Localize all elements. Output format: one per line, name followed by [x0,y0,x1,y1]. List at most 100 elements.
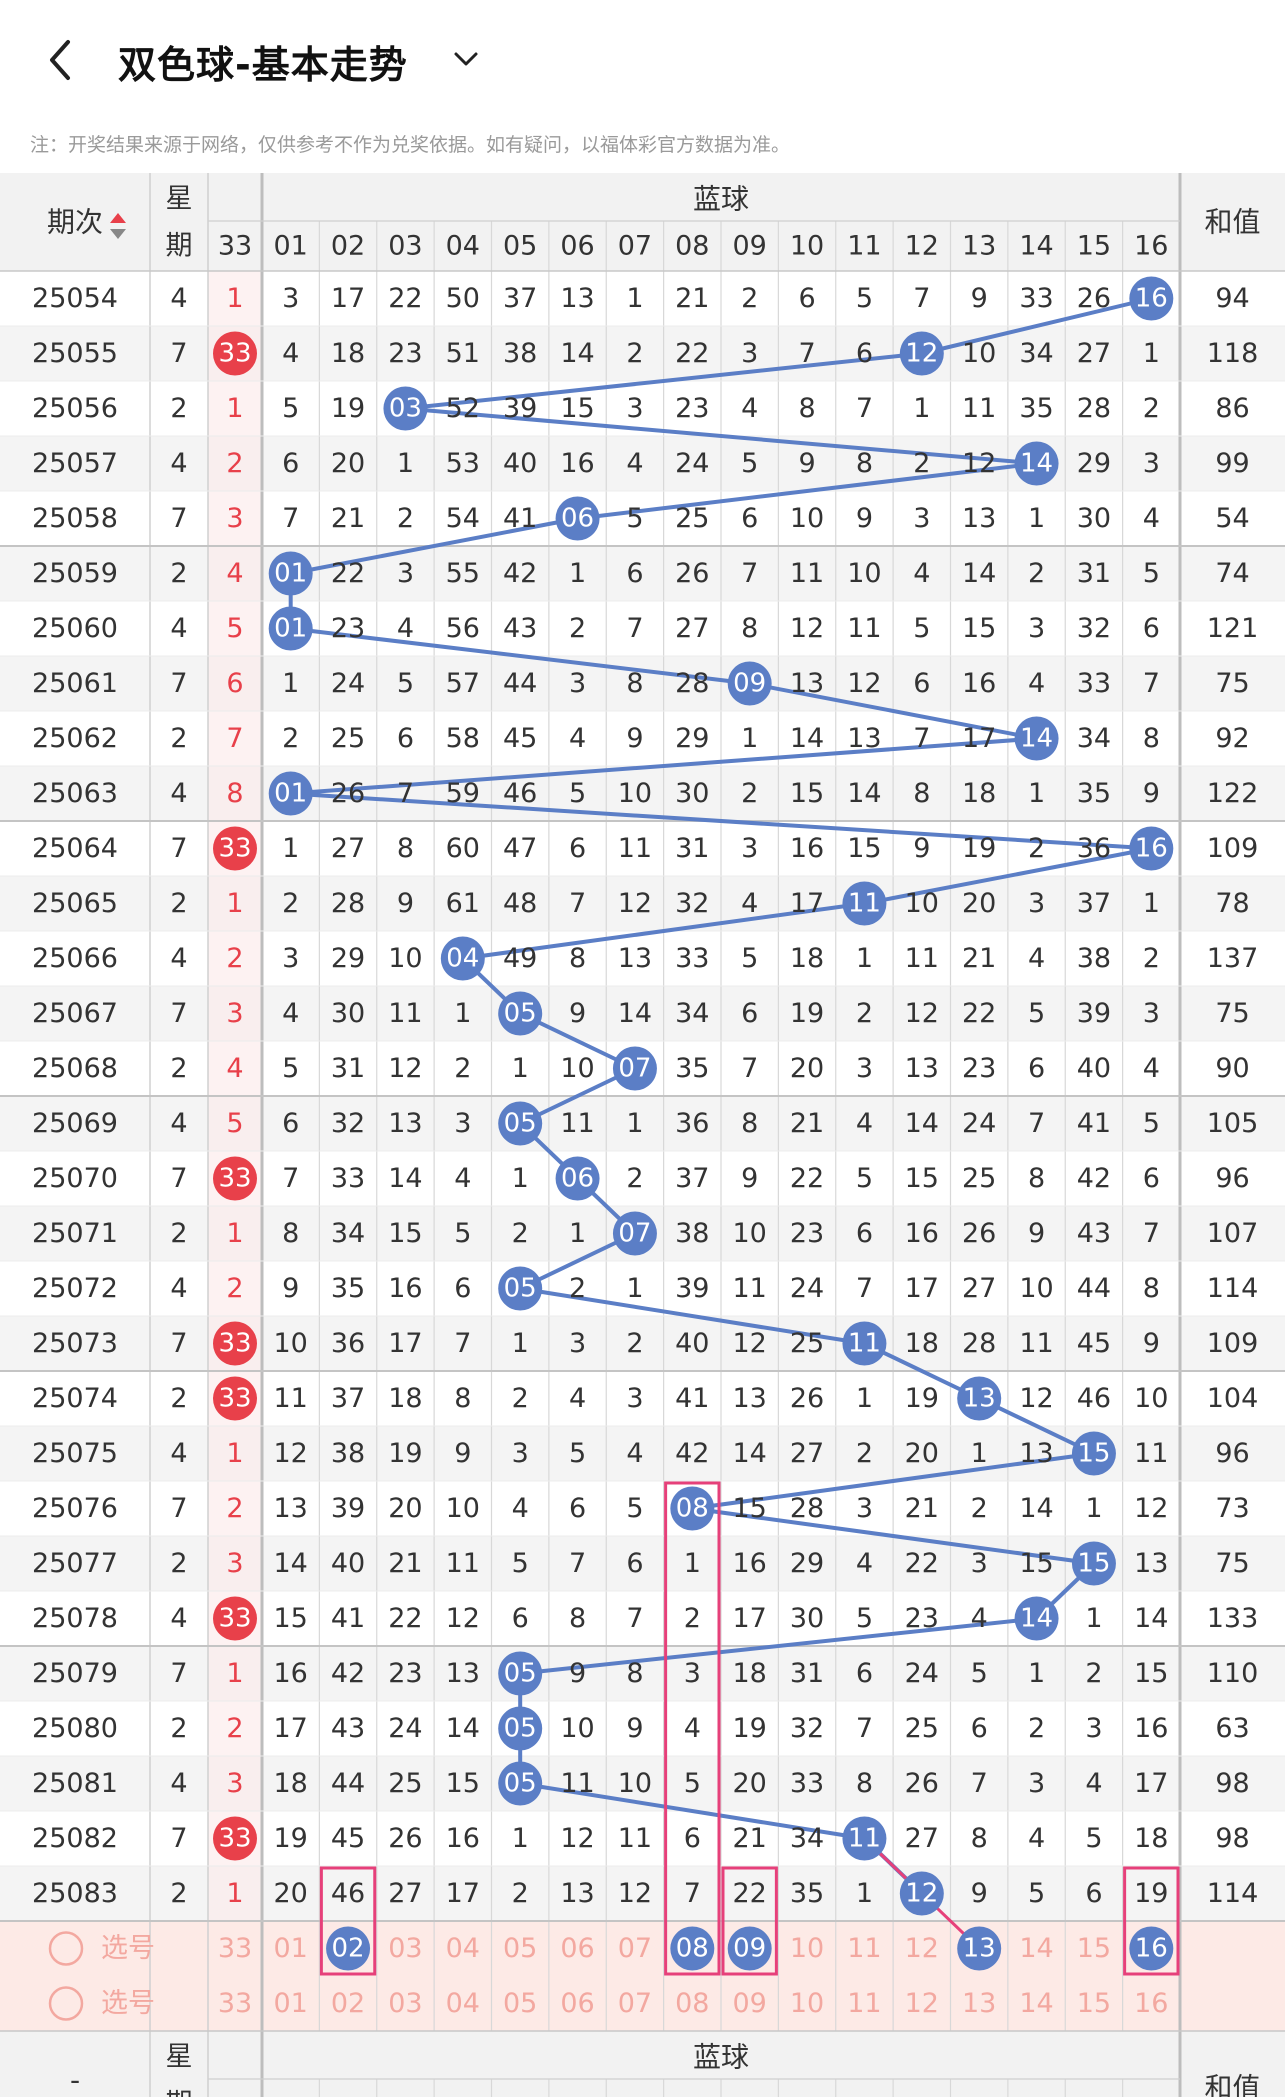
issue-number: 25083 [32,1878,118,1909]
sort-asc-icon[interactable] [110,213,126,223]
pick-blue-number-selected[interactable]: 16 [1135,1934,1168,1964]
blue-miss-value: 13 [962,503,996,534]
pick-row-label[interactable]: 选号 [101,1933,155,1964]
sum-value: 94 [1215,283,1249,314]
pick-blue-number[interactable]: 07 [618,1988,652,2019]
page-title[interactable]: 双色球-基本走势 [118,43,408,87]
sum-value: 109 [1207,1328,1259,1359]
blue-miss-value: 41 [675,1383,709,1414]
footer-week-header: 星 [166,2042,193,2073]
blue-miss-value: 32 [331,1108,365,1139]
blue-miss-value: 7 [741,1053,758,1084]
pick-blue-ball-selected[interactable] [670,1926,715,1971]
issue-number: 25064 [32,833,118,864]
pick-blue-number[interactable]: 13 [962,1988,996,2019]
blue-miss-value: 3 [856,1493,873,1524]
pick-red-number[interactable]: 33 [218,1988,252,2019]
pick-blue-number[interactable]: 14 [1019,1933,1053,1964]
blue-ball-number: 11 [848,889,881,919]
blue-miss-value: 7 [282,1163,299,1194]
pick-radio[interactable] [48,1931,84,1966]
blue-miss-value: 21 [905,1493,939,1524]
blue-miss-value: 4 [1028,943,1045,974]
pick-blue-number[interactable]: 03 [388,1933,422,1964]
pick-blue-number[interactable]: 11 [847,1933,881,1964]
blue-miss-value: 46 [1077,1383,1111,1414]
blue-ball-number: 01 [274,559,307,589]
pick-blue-ball-selected[interactable] [727,1926,772,1971]
footer-week-header: 期 [166,2089,193,2097]
pick-blue-number[interactable]: 07 [618,1933,652,1964]
pick-blue-number[interactable]: 14 [1019,1988,1053,2019]
pick-blue-number[interactable]: 02 [331,1988,365,2019]
blue-ball [727,661,772,706]
pick-blue-number[interactable]: 15 [1077,1988,1111,2019]
weekday-value: 2 [170,558,187,589]
blue-miss-value: 2 [626,1163,643,1194]
blue-miss-value: 7 [282,503,299,534]
blue-miss-value: 8 [1143,1273,1160,1304]
blue-miss-value: 24 [675,448,709,479]
chevron-down-icon[interactable] [448,46,484,74]
pick-blue-number[interactable]: 06 [560,1933,594,1964]
pick-blue-ball-selected[interactable] [1129,1926,1174,1971]
blue-miss-value: 4 [856,1108,873,1139]
pick-blue-number[interactable]: 03 [388,1988,422,2019]
pick-blue-number[interactable]: 12 [905,1988,939,2019]
blue-ball-number: 03 [389,394,422,424]
blue-miss-value: 8 [569,1603,586,1634]
pick-blue-number[interactable]: 15 [1077,1933,1111,1964]
column-header-issue[interactable]: 期次 [47,206,103,239]
pick-blue-number[interactable]: 16 [1134,1988,1168,2019]
red-miss-value: 4 [226,1053,243,1084]
pick-blue-number[interactable]: 12 [905,1933,939,1964]
pick-blue-number[interactable]: 11 [847,1988,881,2019]
blue-miss-value: 10 [962,338,996,369]
pick-blue-number[interactable]: 01 [274,1988,308,2019]
blue-miss-value: 3 [741,338,758,369]
blue-miss-value: 10 [560,1053,594,1084]
pick-blue-number[interactable]: 10 [790,1933,824,1964]
blue-miss-value: 7 [397,778,414,809]
blue-miss-value: 55 [446,558,480,589]
red-miss-value: 2 [226,1273,243,1304]
pick-red-number[interactable]: 33 [218,1933,252,1964]
pick-blue-number[interactable]: 10 [790,1988,824,2019]
pick-blue-number[interactable]: 05 [503,1933,537,1964]
blue-miss-value: 15 [1134,1658,1168,1689]
chevron-left-icon[interactable] [40,36,84,84]
pick-blue-ball-selected[interactable] [326,1926,371,1971]
blue-miss-value: 11 [790,558,824,589]
blue-miss-value: 25 [905,1713,939,1744]
pick-blue-number[interactable]: 01 [274,1933,308,1964]
blue-miss-value: 3 [741,833,758,864]
blue-miss-value: 2 [971,1493,988,1524]
blue-miss-value: 18 [274,1768,308,1799]
sort-desc-icon[interactable] [110,229,126,239]
pick-row-label[interactable]: 选号 [101,1988,155,2019]
blue-miss-value: 4 [1085,1768,1102,1799]
issue-number: 25060 [32,613,118,644]
blue-miss-value: 18 [331,338,365,369]
blue-miss-value: 23 [388,338,422,369]
pick-blue-ball-selected[interactable] [957,1926,1002,1971]
pick-blue-number[interactable]: 06 [560,1988,594,2019]
pick-blue-number-selected[interactable]: 02 [332,1934,365,1964]
issue-number: 25059 [32,558,118,589]
pick-blue-number-selected[interactable]: 09 [733,1934,766,1964]
pick-blue-number[interactable]: 04 [446,1933,480,1964]
blue-miss-value: 49 [503,943,537,974]
blue-miss-value: 1 [1143,338,1160,369]
sum-value: 104 [1207,1383,1259,1414]
pick-blue-number[interactable]: 09 [733,1988,767,2019]
pick-blue-number[interactable]: 05 [503,1988,537,2019]
pick-radio[interactable] [48,1986,84,2021]
blue-miss-value: 15 [1019,1548,1053,1579]
pick-blue-number[interactable]: 04 [446,1988,480,2019]
blue-ball [268,551,313,596]
blue-miss-value: 47 [503,833,537,864]
pick-blue-number-selected[interactable]: 08 [676,1934,709,1964]
pick-blue-number[interactable]: 08 [675,1988,709,2019]
pick-blue-number-selected[interactable]: 13 [963,1934,996,1964]
